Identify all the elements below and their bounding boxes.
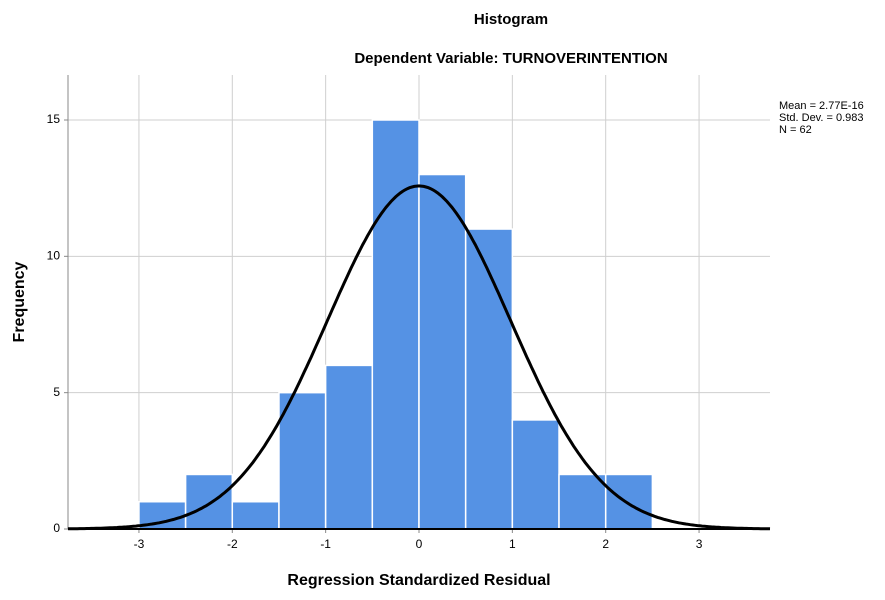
x-tick-label: 2	[602, 537, 609, 551]
stat-label: Std. Dev. = 0.983	[779, 112, 864, 124]
stat-label: N = 62	[779, 124, 812, 136]
x-tick-label: 0	[416, 537, 423, 551]
y-axis-label: Frequency	[11, 261, 28, 342]
bar	[184, 473, 234, 530]
stat-label: Mean = 2.77E-16	[779, 100, 864, 112]
bar	[511, 419, 560, 530]
bar	[231, 500, 280, 530]
bar	[324, 364, 374, 530]
x-axis-label: Regression Standardized Residual	[287, 572, 550, 589]
y-tick-label: 10	[47, 248, 61, 262]
normal-curve	[67, 184, 771, 531]
bar	[371, 119, 420, 530]
bar	[418, 173, 467, 530]
y-tick-label: 0	[53, 521, 60, 535]
y-tick-label: 5	[53, 385, 60, 399]
x-tick-label: -3	[134, 537, 145, 551]
y-tick-label: 15	[47, 112, 61, 126]
bar	[278, 391, 327, 530]
x-tick-label: -1	[320, 537, 331, 551]
chart-subtitle: Dependent Variable: TURNOVERINTENTION	[354, 50, 667, 67]
x-tick-label: 3	[696, 537, 703, 551]
bar	[558, 473, 607, 530]
x-tick-label: 1	[509, 537, 516, 551]
bar	[464, 228, 514, 530]
bar	[604, 473, 654, 530]
x-tick-label: -2	[227, 537, 238, 551]
chart-title: Histogram	[474, 11, 548, 28]
